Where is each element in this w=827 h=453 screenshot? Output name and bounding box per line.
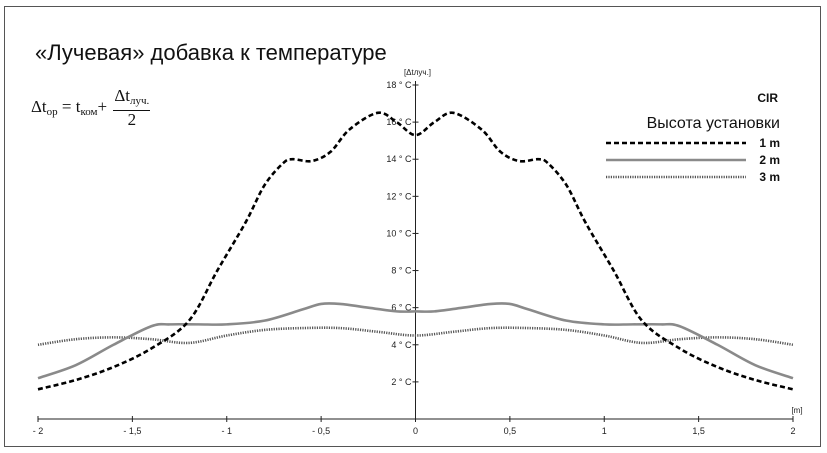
x-tick-label: - 2	[33, 426, 44, 436]
formula-fraction: Δtлуч. 2	[113, 86, 151, 129]
y-tick-label: 6 ° C	[391, 303, 412, 313]
x-tick-label: 1,5	[692, 426, 705, 436]
y-tick-label: 18 ° C	[386, 80, 412, 90]
formula-numerator: Δtлуч.	[113, 86, 151, 111]
formula-num: Δt	[114, 86, 131, 105]
x-tick-label: 0,5	[504, 426, 517, 436]
formula-lhs-sub: op	[46, 105, 58, 118]
formula: Δtop = tком+ Δtлуч. 2	[31, 86, 151, 129]
legend-label: 2 m	[759, 152, 780, 167]
series-line-1m	[37, 111, 794, 391]
x-tick-label: - 1	[221, 426, 232, 436]
x-tick-label: 2	[790, 426, 795, 436]
y-axis-label: [Δtлуч.]	[404, 68, 431, 77]
x-tick-label: - 0,5	[312, 426, 330, 436]
x-tick-label: - 1,5	[123, 426, 141, 436]
y-tick-label: 2 ° C	[391, 377, 412, 387]
x-tick-label: 0	[413, 426, 418, 436]
y-tick-label: 4 ° C	[391, 340, 412, 350]
legend-swatch-solid	[606, 158, 746, 161]
legend-label: 1 m	[759, 135, 780, 150]
legend-item-1m: 1 m	[560, 134, 780, 151]
ticks: - 2 - 1,5 - 1 - 0,5 0 0,5 1 1,5 2 2 ° C 4 ° C 6 ° C…	[33, 68, 803, 436]
legend-label: 3 m	[759, 169, 780, 184]
chart-title: «Лучевая» добавка к температуре	[35, 40, 387, 65]
y-tick-label: 10 ° C	[386, 228, 412, 238]
series-line-2m	[37, 302, 794, 380]
formula-num-sub: луч.	[130, 95, 150, 107]
chart-canvas: - 2 - 1,5 - 1 - 0,5 0 0,5 1 1,5 2 2 ° C 4 ° C 6 ° C…	[33, 68, 803, 436]
x-tick-label: 1	[602, 426, 607, 436]
legend-swatch-dotted	[606, 175, 746, 178]
chart-frame: - 2 - 1,5 - 1 - 0,5 0 0,5 1 1,5 2 2 ° C 4 ° C 6 ° C…	[4, 6, 821, 447]
x-axis-unit: [m]	[791, 406, 802, 415]
y-tick-label: 14 ° C	[386, 154, 412, 164]
formula-t-sub: ком	[80, 105, 98, 118]
series-layer	[37, 111, 794, 391]
legend: Высота установки 1 m 2 m 3 m	[560, 115, 780, 185]
formula-denominator: 2	[127, 110, 137, 129]
formula-lhs: Δt	[31, 96, 47, 116]
series-line-3m	[37, 326, 794, 347]
code-label: CIR	[757, 91, 778, 105]
y-tick-label: 12 ° C	[386, 191, 412, 201]
y-tick-label: 8 ° C	[391, 266, 412, 276]
formula-plus: +	[97, 96, 108, 116]
legend-title: Высота установки	[646, 115, 780, 132]
legend-item-2m: 2 m	[560, 151, 780, 168]
formula-eq: = t	[57, 96, 81, 116]
y-tick-label: 16 ° C	[386, 117, 412, 127]
legend-swatch-dashed	[606, 141, 746, 144]
legend-item-3m: 3 m	[560, 168, 780, 185]
